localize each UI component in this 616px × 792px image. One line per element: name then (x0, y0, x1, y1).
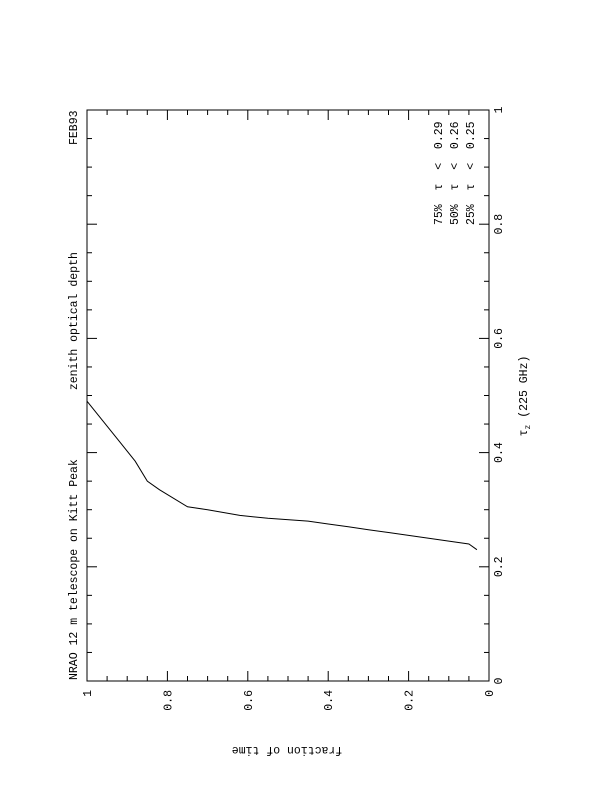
x-axis-title-rest: (225 GHz) (518, 356, 531, 425)
x-tick-label: 0.4 (493, 442, 506, 463)
date-label: FEB93 (68, 110, 81, 145)
y-tick-label: 0 (484, 690, 497, 697)
plot-frame (86, 109, 490, 682)
x-tick-label: 0 (493, 677, 506, 684)
x-tick-label: 0.8 (493, 214, 506, 235)
series-line (86, 400, 478, 551)
x-axis-title-symbol: τ (518, 429, 531, 436)
y-tick-labels: 0 0.2 0.4 0.6 0.8 1 (82, 690, 497, 711)
x-tick-label: 0.6 (493, 328, 506, 349)
y-tick-label: 0.4 (323, 690, 336, 711)
x-tick-label: 0.2 (493, 556, 506, 577)
x-tick-label: 1 (493, 106, 506, 113)
y-tick-label: 0.6 (243, 690, 256, 711)
annotation-75: 75% τ < 0.29 (433, 121, 446, 225)
y-tick-label: 0.2 (404, 690, 417, 711)
annotation-25: 25% τ < 0.25 (465, 121, 478, 225)
x-tick-labels: 0 0.2 0.4 0.6 0.8 1 (493, 106, 506, 684)
annotation-50: 50% τ < 0.26 (449, 121, 462, 225)
y-tick-label: 1 (82, 690, 95, 697)
x-axis-title-subscript: z (524, 424, 533, 429)
chart-title: NRAO 12 m telescope on Kitt Peak zenith … (68, 252, 81, 680)
x-axis-title: τz (225 GHz) (518, 356, 533, 437)
y-axis-title: fraction of time (232, 743, 343, 756)
y-tick-label: 0.8 (162, 690, 175, 711)
